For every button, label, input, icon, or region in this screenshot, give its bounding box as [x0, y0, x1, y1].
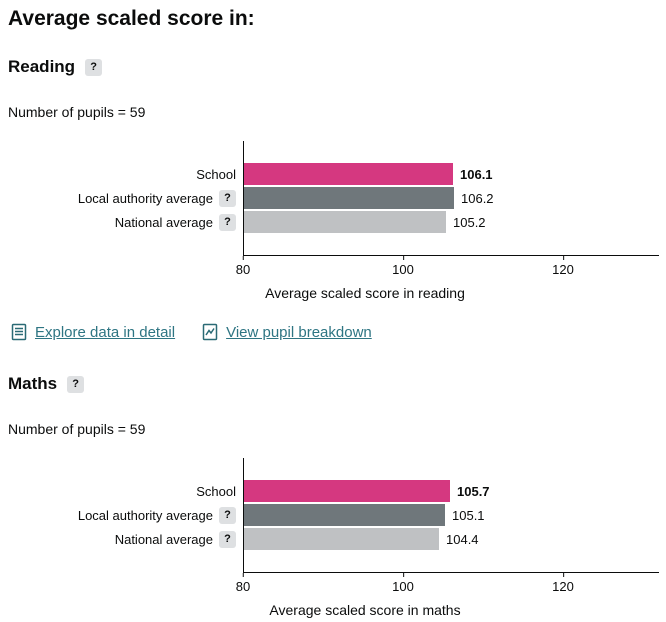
reading-links-row: Explore data in detail View pupil breakd…	[10, 323, 658, 341]
school-bar-row: 106.1	[244, 163, 659, 186]
page-title: Average scaled score in:	[8, 7, 255, 30]
reading-heading-row: Reading ?	[8, 57, 658, 77]
reading-x-axis: 80 100 120	[236, 256, 659, 278]
school-bar	[244, 480, 450, 503]
bar-label-school: School	[8, 163, 243, 185]
x-tick-label: 80	[235, 256, 251, 278]
local-authority-bar-row: 106.2	[244, 187, 659, 210]
bar-label-text: National average	[114, 214, 213, 230]
reading-category-labels: School Local authority average ? Nationa…	[8, 141, 243, 256]
section-maths: Maths ? Number of pupils = 59 School Loc…	[8, 374, 659, 618]
national-bar-value: 104.4	[446, 531, 479, 547]
local-authority-bar-value: 105.1	[452, 507, 485, 523]
reading-pupil-count: Number of pupils = 59	[8, 104, 146, 121]
document-lines-icon	[10, 323, 28, 341]
local-authority-bar-row: 105.1	[244, 504, 659, 527]
maths-x-axis: 80 100 120	[236, 573, 659, 595]
bar-label-text: School	[196, 166, 236, 182]
school-bar-value: 105.7	[457, 483, 490, 499]
help-icon-reading[interactable]: ?	[85, 58, 103, 76]
bar-label-national: National average ?	[8, 528, 243, 550]
school-bar-row: 105.7	[244, 480, 659, 503]
maths-plot-area: 105.7 105.1 104.4	[243, 458, 659, 574]
bar-label-text: Local authority average	[77, 507, 213, 523]
bar-label-text: Local authority average	[77, 190, 213, 206]
x-tick-label: 120	[552, 256, 574, 278]
bar-label-national: National average ?	[8, 211, 243, 233]
national-bar-value: 105.2	[453, 214, 486, 230]
reading-x-axis-title: Average scaled score in reading	[265, 285, 465, 302]
x-tick-label: 100	[392, 256, 414, 278]
bar-label-text: School	[196, 483, 236, 499]
maths-chart: School Local authority average ? Nationa…	[8, 458, 659, 618]
local-authority-bar-value: 106.2	[461, 190, 494, 206]
reading-plot-area: 106.1 106.2 105.2	[243, 141, 659, 257]
reading-chart: School Local authority average ? Nationa…	[8, 141, 659, 301]
view-pupil-breakdown-link-label: View pupil breakdown	[226, 323, 372, 341]
document-chart-icon	[201, 323, 219, 341]
maths-pupil-count: Number of pupils = 59	[8, 421, 146, 438]
help-icon-local-authority-reading[interactable]: ?	[219, 189, 236, 207]
maths-x-axis-title: Average scaled score in maths	[269, 602, 461, 619]
maths-heading-row: Maths ?	[8, 374, 658, 394]
maths-heading: Maths	[8, 374, 58, 394]
x-tick-label: 100	[392, 573, 414, 595]
view-pupil-breakdown-link[interactable]: View pupil breakdown	[201, 323, 372, 341]
maths-plot-grid: School Local authority average ? Nationa…	[8, 458, 659, 574]
section-reading: Reading ? Number of pupils = 59 School L…	[8, 57, 659, 341]
bar-label-local-authority: Local authority average ?	[8, 187, 243, 209]
national-bar-row: 105.2	[244, 211, 659, 234]
local-authority-bar	[244, 187, 454, 210]
explore-data-link-label: Explore data in detail	[35, 323, 176, 341]
reading-plot-grid: School Local authority average ? Nationa…	[8, 141, 659, 257]
bar-label-text: National average	[114, 531, 213, 547]
help-icon-national-maths[interactable]: ?	[219, 530, 236, 548]
bar-label-local-authority: Local authority average ?	[8, 504, 243, 526]
x-tick-label: 120	[552, 573, 574, 595]
school-bar	[244, 163, 453, 186]
school-bar-value: 106.1	[460, 166, 493, 182]
national-bar	[244, 211, 446, 234]
reading-heading: Reading	[8, 57, 76, 77]
x-tick-label: 80	[235, 573, 251, 595]
explore-data-link[interactable]: Explore data in detail	[10, 323, 175, 341]
help-icon-local-authority-maths[interactable]: ?	[219, 506, 236, 524]
help-icon-maths[interactable]: ?	[67, 375, 85, 393]
national-bar	[244, 528, 439, 551]
maths-category-labels: School Local authority average ? Nationa…	[8, 458, 243, 573]
help-icon-national-reading[interactable]: ?	[219, 213, 236, 231]
bar-label-school: School	[8, 480, 243, 502]
local-authority-bar	[244, 504, 445, 527]
national-bar-row: 104.4	[244, 528, 659, 551]
